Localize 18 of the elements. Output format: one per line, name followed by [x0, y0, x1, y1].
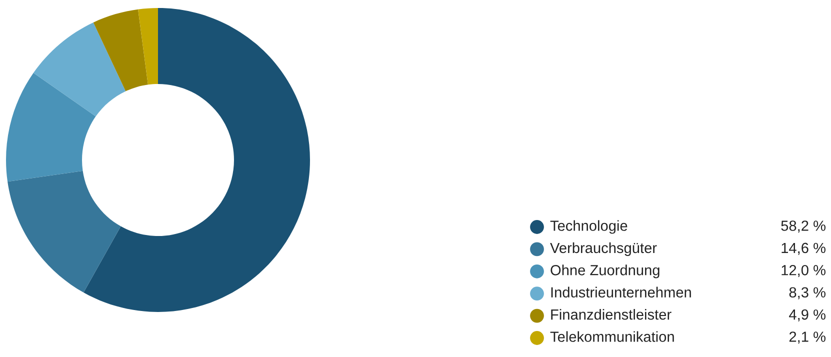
legend-label: Technologie: [550, 220, 628, 234]
donut-slice: [84, 8, 310, 312]
data-label: 14,6 %: [782, 242, 826, 255]
data-label: 58,2 %: [781, 220, 826, 233]
donut-slice: [6, 72, 96, 182]
legend-label: Finanzdienstleister: [551, 309, 672, 320]
legend-label: Industrieunternehmen: [551, 286, 691, 298]
legend-label: Verbrauchsgüter: [550, 242, 657, 256]
donut-slice: [93, 9, 148, 92]
data-label: 4,9 %: [789, 309, 826, 322]
data-label: 12,0 %: [782, 264, 826, 278]
donut-slice: [8, 170, 121, 293]
donut-slice: [33, 22, 126, 116]
data-label: 8,3 %: [789, 287, 826, 300]
data-label: 2,1 %: [789, 332, 826, 344]
donut-slice: [138, 8, 158, 85]
legend-label: Telekommunikation: [550, 331, 674, 342]
legend-label: Ohne Zuordnung: [550, 264, 660, 278]
